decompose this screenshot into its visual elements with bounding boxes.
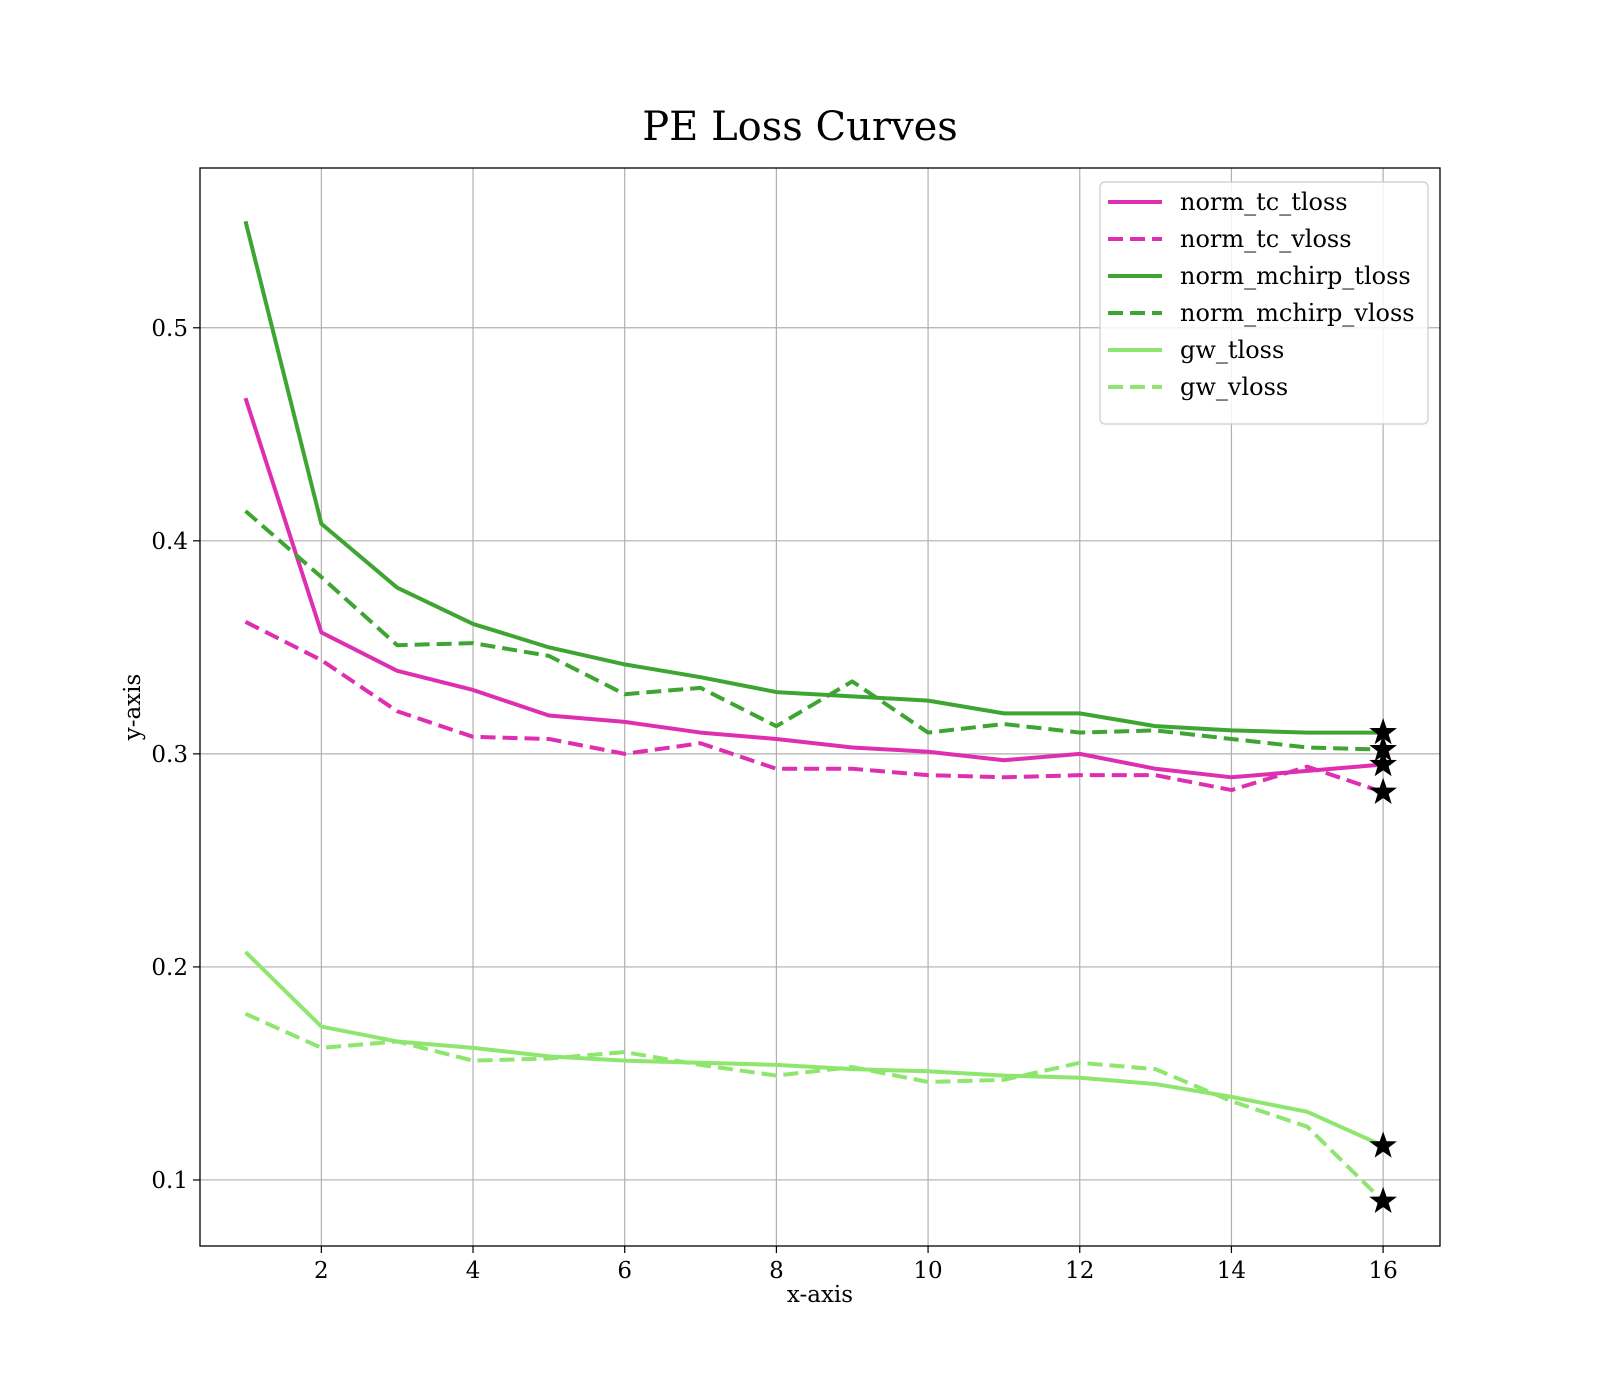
end-star-marker: [1369, 777, 1397, 804]
legend-label: norm_tc_tloss: [1180, 188, 1348, 216]
x-tick-label: 4: [466, 1258, 481, 1284]
legend-box: [1099, 181, 1429, 425]
chart-title: PE Loss Curves: [642, 104, 958, 150]
series-line-norm_tc_vloss: [244, 619, 1384, 795]
legend-label: norm_mchirp_vloss: [1180, 299, 1415, 327]
x-tick-label: 2: [314, 1258, 329, 1284]
x-tick-label: 16: [1368, 1258, 1397, 1284]
series-line-norm_mchirp_tloss: [243, 220, 1384, 735]
series-line-gw_tloss: [244, 950, 1384, 1148]
x-tick-label: 6: [617, 1258, 632, 1284]
legend-label: gw_vloss: [1180, 373, 1288, 401]
legend: norm_tc_tloss norm_tc_vloss norm_mchirp_tl…: [1099, 181, 1429, 425]
legend-label: gw_tloss: [1180, 336, 1284, 364]
plot-frame: [199, 167, 1441, 1247]
end-markers: [1369, 718, 1397, 1214]
legend-label: norm_mchirp_tloss: [1180, 262, 1411, 290]
end-star-marker: [1369, 735, 1397, 762]
y-tick-label: 0.2: [151, 955, 188, 981]
series-line-gw_vloss: [244, 1011, 1385, 1203]
x-tick-label: 14: [1217, 1258, 1246, 1284]
x-tick-label: 8: [769, 1258, 784, 1284]
y-axis-label: y-axis: [120, 674, 146, 742]
end-star-marker: [1369, 1131, 1397, 1158]
end-star-marker: [1369, 1186, 1397, 1214]
end-star-marker: [1369, 749, 1397, 777]
y-tick-label: 0.3: [151, 742, 188, 768]
y-tick-label: 0.4: [151, 529, 188, 555]
y-tick-label: 0.1: [151, 1168, 188, 1194]
y-tick-label: 0.5: [151, 316, 188, 342]
axis-ticks: 2 4 6 8 10 12 14 16 0.1 0.2 0.3 0.4 0.5: [151, 316, 1397, 1284]
legend-label: norm_tc_vloss: [1180, 225, 1352, 253]
x-tick-label: 10: [913, 1258, 942, 1284]
x-tick-label: 12: [1065, 1258, 1094, 1284]
series-line-norm_tc_tloss: [243, 397, 1384, 780]
x-axis-label: x-axis: [787, 1282, 853, 1308]
series-line-norm_mchirp_vloss: [244, 509, 1384, 752]
series-lines: [243, 220, 1385, 1203]
